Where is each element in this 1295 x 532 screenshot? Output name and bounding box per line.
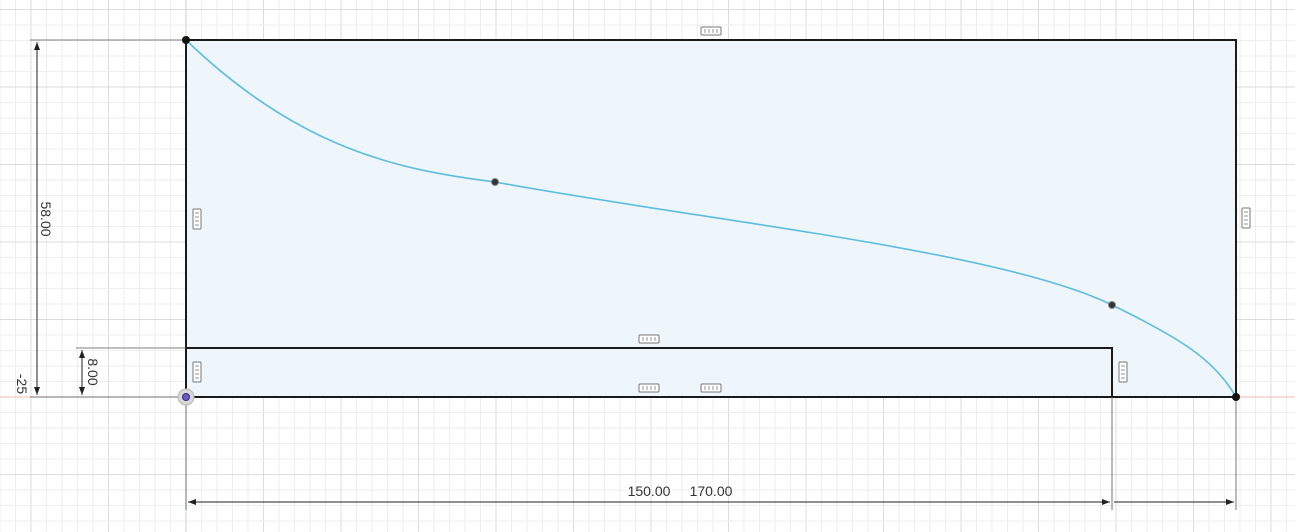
spline-fit-point[interactable] [1108,301,1116,309]
horizontal-constraint-icon[interactable] [700,383,722,393]
horizontal-constraint-icon[interactable] [638,334,660,344]
inner-rectangle[interactable] [186,347,1113,397]
dimension-width-total[interactable]: 170.00 [690,483,733,499]
horizontal-constraint-icon[interactable] [700,26,722,36]
profile-region[interactable] [186,40,1236,397]
vertical-constraint-icon[interactable] [192,361,202,383]
arrow-right-150 [1102,499,1110,505]
arrow-up-58 [34,42,40,50]
outer-rectangle[interactable] [185,39,1237,398]
vertical-constraint-icon[interactable] [1118,361,1128,383]
sketch-point-icon[interactable] [182,36,190,44]
arrow-down-58 [34,387,40,395]
arrow-up-8 [79,350,85,358]
spline-curve[interactable] [185,39,1237,398]
arrow-right-170 [1226,499,1234,505]
arrow-down-8 [79,387,85,395]
sketch-point-icon[interactable] [1232,393,1240,401]
origin-point-icon[interactable] [177,388,195,406]
vertical-constraint-icon[interactable] [192,208,202,230]
vertical-constraint-icon[interactable] [1241,207,1251,229]
spline-fit-point[interactable] [491,178,499,186]
arrow-left-150 [188,499,196,505]
dimension-height-inner[interactable]: 8.00 [85,358,101,385]
dimension-height-total[interactable]: 58.00 [38,201,54,236]
dimension-width-inner[interactable]: 150.00 [628,483,671,499]
dimension-origin-offset[interactable]: -25 [14,374,30,394]
horizontal-constraint-icon[interactable] [638,383,660,393]
